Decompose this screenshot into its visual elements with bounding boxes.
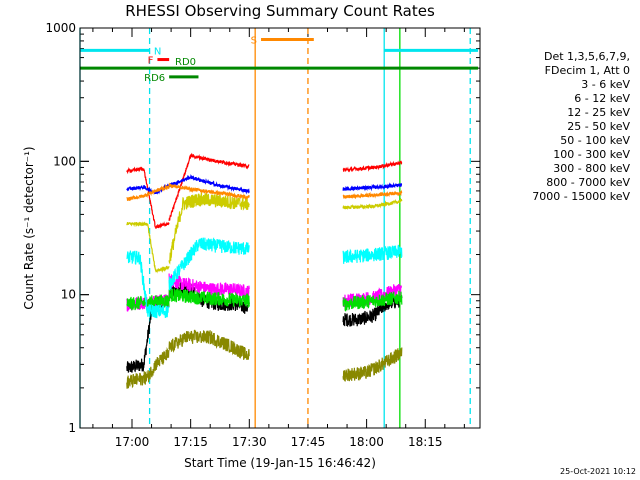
series-line [342,189,403,200]
series-line [168,192,250,265]
series-line [168,174,250,195]
legend-item: 50 - 100 keV [560,134,630,147]
legend-item: 100 - 300 keV [553,148,630,161]
series-line [126,184,170,202]
series-line [126,221,170,274]
legend-item: 300 - 800 keV [553,162,630,175]
y-tick-label: 1000 [45,21,76,35]
plot-frame [79,27,481,429]
legend-header: FDecim 1, Att 0 [545,64,630,77]
flag-label: F [148,56,154,67]
x-tick-label: 17:00 [115,435,150,449]
series-line [168,329,250,360]
flag-label: RD0 [175,57,196,68]
series-line [168,288,250,308]
flag-label: RD6 [144,73,165,84]
flag-label: S [251,35,257,46]
y-tick-label: 10 [61,288,76,302]
legend-item: 6 - 12 keV [574,92,630,105]
y-tick-label: 100 [53,154,76,168]
x-axis-label: Start Time (19-Jan-15 16:46:42) [184,456,376,470]
series-line [126,347,170,389]
x-tick-label: 18:00 [349,435,384,449]
plot-area: N S F RD0 RD6 [79,27,480,429]
y-tick-label: 1 [68,421,76,435]
series-line [126,294,170,311]
legend: Det 1,3,5,6,7,9,FDecim 1, Att 03 - 6 keV… [532,50,630,203]
series-line [342,182,403,192]
series-line [126,250,170,319]
legend-header: Det 1,3,5,6,7,9, [544,50,630,63]
legend-item: 12 - 25 keV [567,106,630,119]
series-line [342,347,403,382]
x-tick-label: 18:15 [408,435,443,449]
legend-item: 3 - 6 keV [581,78,630,91]
legend-item: 25 - 50 keV [567,120,630,133]
date-stamp: 25-Oct-2021 10:12 [560,467,636,476]
series-line [342,160,403,173]
legend-item: 800 - 7000 keV [546,176,630,189]
legend-item: 7000 - 15000 keV [532,190,630,203]
series-line [126,294,170,373]
x-tick-label: 17:45 [291,435,326,449]
series-line [168,237,250,291]
chart-title: RHESSI Observing Summary Count Rates [125,2,435,20]
x-tick-label: 17:15 [173,435,208,449]
series-line [342,244,403,264]
series-line [342,290,403,312]
y-axis-label: Count Rate (s⁻¹ detector⁻¹) [22,146,36,309]
series-line [168,182,250,201]
x-tick-label: 17:30 [232,435,267,449]
series-line [342,197,403,210]
flag-label: N [154,46,161,57]
